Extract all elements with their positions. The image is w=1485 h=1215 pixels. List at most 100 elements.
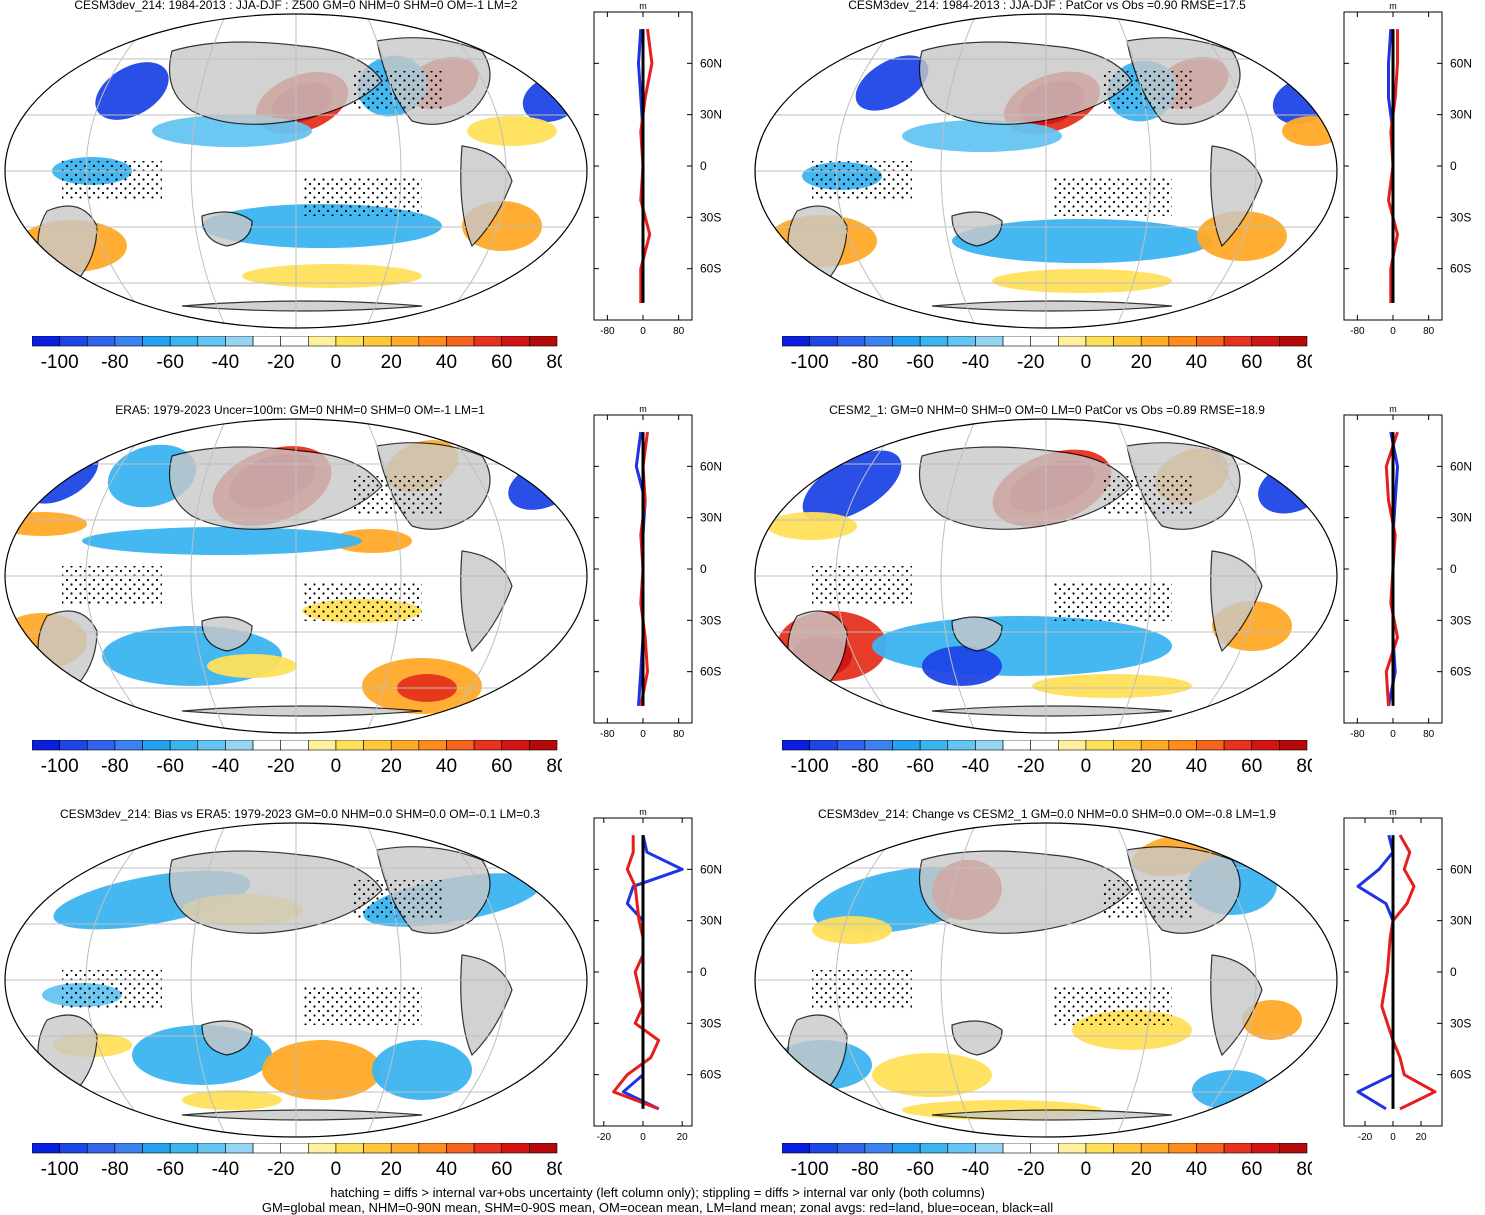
warm-anomaly	[1242, 1000, 1302, 1040]
stippling	[352, 71, 442, 111]
map-border	[754, 13, 1338, 329]
cool-anomaly	[855, 55, 929, 111]
colorbar-swatch	[142, 336, 171, 347]
warm-anomaly	[812, 916, 892, 944]
colorbar-tick-label: -20	[267, 756, 294, 777]
colorbar-swatch	[280, 1143, 309, 1154]
map-border	[754, 418, 1338, 734]
zonal-mean-plot: m 60N 30N 0 30S 60S -80 0 80	[593, 1, 722, 337]
colorbar-tick-label: -60	[906, 1159, 933, 1180]
warm-anomaly	[262, 1040, 382, 1100]
colorbar-tick-label: 80	[1296, 1159, 1312, 1180]
stippling	[302, 176, 422, 216]
zonal-lat-label: 60S	[1450, 665, 1471, 679]
graticule-line	[365, 14, 402, 328]
colorbar-swatch	[473, 336, 503, 347]
colorbar-tick-label: 0	[1081, 756, 1092, 777]
stippling	[1102, 71, 1192, 111]
zonal-x-label: 0	[640, 729, 646, 740]
colorbar-swatch	[114, 1143, 143, 1154]
graticule-line	[1185, 823, 1257, 1137]
colorbar-tick-label: 60	[1241, 1159, 1262, 1180]
colorbar-tick-label: -60	[156, 756, 183, 777]
colorbar-swatch	[1058, 740, 1087, 751]
zonal-x-label: 80	[1423, 326, 1435, 337]
colorbar-tick-label: -100	[41, 756, 79, 777]
graticule-line	[190, 823, 227, 1137]
colorbar-tick-label: -40	[212, 352, 239, 373]
zonal-lat-label: 60N	[700, 459, 722, 473]
colorbar-swatch	[864, 1143, 893, 1154]
colorbar-tick-label: -20	[267, 1159, 294, 1180]
map-field	[755, 823, 1337, 1137]
colorbar-swatch	[1113, 1143, 1142, 1154]
colorbar-swatch	[1058, 336, 1087, 347]
graticule-line	[435, 419, 507, 733]
colorbar-swatch	[86, 740, 116, 751]
zonal-lat-label: 60S	[700, 1068, 721, 1082]
colorbar-tick-label: 60	[1241, 756, 1262, 777]
colorbar-tick-label: 0	[331, 1159, 342, 1180]
land-antarctica	[181, 300, 423, 312]
colorbar-swatch	[919, 1143, 949, 1154]
colorbar-swatch	[1140, 740, 1170, 751]
land-antarctica	[931, 1109, 1173, 1121]
colorbar-swatch	[1251, 740, 1280, 751]
stippling	[1102, 880, 1192, 920]
colorbar-tick-label: 80	[546, 352, 562, 373]
zonal-lat-label: 60S	[1450, 262, 1471, 276]
land-australia	[201, 211, 253, 247]
zonal-x-label: 0	[640, 326, 646, 337]
warm-anomaly	[332, 529, 412, 553]
zonal-unit-label: m	[1389, 404, 1397, 414]
colorbar-swatch	[1085, 336, 1114, 347]
colorbar-tick-label: -20	[267, 352, 294, 373]
colorbar-tick-label: 80	[546, 756, 562, 777]
map	[4, 13, 588, 329]
colorbar-swatch	[975, 740, 1004, 751]
colorbar-swatch	[1168, 740, 1197, 751]
map-field	[5, 823, 587, 1137]
colorbar-tick-label: 20	[1131, 352, 1152, 373]
colorbar-swatch	[335, 1143, 364, 1154]
colorbar-swatch	[1251, 1143, 1280, 1154]
zonal-x-label: -80	[1350, 326, 1365, 337]
colorbar-swatch	[197, 1143, 226, 1154]
colorbar-swatch	[1223, 1143, 1253, 1154]
zonal-x-label: 20	[1415, 1132, 1427, 1143]
colorbar-tick-label: 20	[1131, 1159, 1152, 1180]
colorbar-swatch	[809, 336, 838, 347]
stippling	[1102, 476, 1192, 516]
colorbar-tick-label: 40	[436, 352, 457, 373]
colorbar-swatch	[1279, 336, 1308, 347]
zonal-unit-label: m	[639, 807, 647, 817]
colorbar-swatch	[225, 336, 254, 347]
zonal-x-label: -20	[597, 1132, 612, 1143]
zonal-lat-label: 30S	[1450, 210, 1471, 224]
zonal-x-label: 0	[1390, 729, 1396, 740]
colorbar-swatch	[169, 1143, 199, 1154]
graticule-line	[190, 14, 227, 328]
colorbar-swatch	[142, 740, 171, 751]
cool-anomaly	[95, 62, 169, 120]
colorbar-tick-label: -80	[101, 1159, 128, 1180]
zonal-mean-plot: m 60N 30N 0 30S 60S -80 0 80	[1343, 1, 1472, 337]
graticule-line	[1185, 419, 1257, 733]
zonal-x-label: 20	[677, 1132, 689, 1143]
colorbar-swatch	[252, 336, 281, 347]
zonal-lat-label: 0	[700, 159, 707, 173]
stippling	[812, 161, 912, 201]
colorbar-swatch	[1168, 336, 1197, 347]
map	[754, 13, 1338, 329]
colorbar: -100-80-60-40-20020406080100	[782, 740, 1312, 777]
colorbar-tick-label: 80	[1296, 756, 1312, 777]
colorbar-swatch	[308, 740, 337, 751]
zonal-lat-label: 60N	[700, 862, 722, 876]
graticule-line	[835, 823, 907, 1137]
graticule-line	[85, 419, 157, 733]
colorbar-swatch	[280, 740, 309, 751]
graticule-line	[1115, 823, 1152, 1137]
colorbar-swatch	[363, 740, 392, 751]
zonal-x-label: 80	[1423, 729, 1435, 740]
cool-anomaly	[802, 450, 902, 522]
